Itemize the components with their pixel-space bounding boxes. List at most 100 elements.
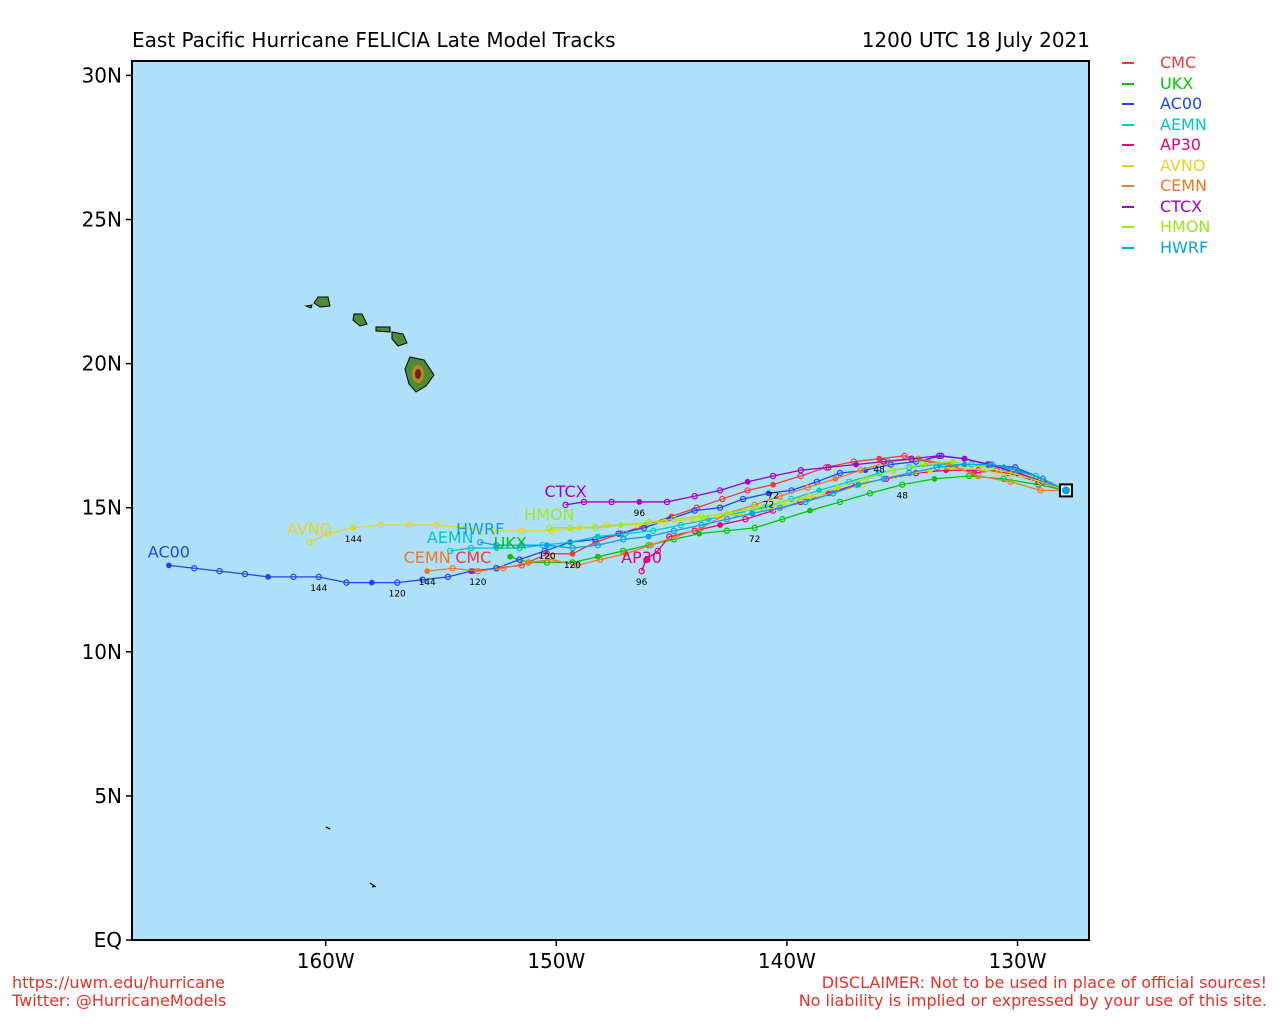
track-line — [480, 463, 1067, 549]
track-end-label: AP30 — [621, 548, 662, 567]
track-line — [549, 460, 1067, 529]
track-point — [816, 487, 823, 494]
track-end-label: CTCX — [544, 482, 586, 501]
track-point — [739, 495, 747, 503]
track-point — [975, 472, 982, 480]
track-point — [477, 539, 484, 546]
track-point — [908, 455, 915, 462]
track-point — [241, 570, 249, 578]
lat-tick-label: EQ — [94, 928, 122, 952]
track-point — [698, 513, 705, 520]
forecast-hour-label: 120 — [564, 561, 581, 571]
lat-tick-label: 25N — [82, 208, 122, 232]
track-point — [619, 536, 627, 543]
track-point — [419, 576, 426, 583]
track-end-label: CMC — [455, 548, 491, 567]
lat-tick-label: 30N — [82, 63, 122, 87]
track-end-label: HMON — [524, 505, 574, 524]
hawaiian-islands — [304, 296, 435, 888]
legend-swatch — [1122, 164, 1134, 167]
track-point — [716, 487, 724, 494]
track-point — [905, 469, 913, 477]
track-point — [216, 567, 223, 575]
track-end-label: CEMN — [404, 548, 451, 567]
track-point — [716, 504, 724, 511]
track-point — [829, 490, 837, 497]
track-point — [544, 542, 550, 549]
track-point — [474, 567, 482, 575]
track-point — [647, 541, 655, 549]
track-point — [779, 498, 786, 506]
track-point — [343, 579, 350, 586]
track-point — [573, 562, 581, 569]
track-point — [901, 452, 908, 460]
footer-twitter[interactable]: Twitter: @HurricaneModels — [12, 991, 227, 1010]
track-point — [717, 522, 723, 528]
track-point — [490, 527, 498, 534]
legend-swatch — [1122, 144, 1134, 147]
track-point — [691, 507, 698, 514]
track-point — [698, 521, 705, 529]
track-point — [1007, 478, 1014, 485]
track-point — [719, 495, 726, 503]
track-line — [168, 455, 1067, 584]
track-point — [315, 573, 322, 581]
model-tracks — [165, 452, 1067, 586]
track-point — [405, 521, 412, 529]
forecast-hour-label: 120 — [538, 552, 555, 562]
footer-url[interactable]: https://uwm.edu/hurricane — [12, 973, 225, 992]
island-maui — [391, 331, 408, 347]
track-point — [834, 484, 841, 491]
track-point — [516, 556, 523, 563]
track-end-label: UKX — [494, 534, 527, 553]
track-point — [765, 490, 772, 497]
track-point — [592, 524, 599, 532]
track-point — [594, 541, 602, 549]
track-point — [518, 562, 525, 569]
track-point — [617, 522, 624, 528]
track-point — [1009, 469, 1017, 477]
island-kauai — [313, 296, 331, 308]
track-point — [961, 455, 968, 462]
track-point — [965, 472, 973, 480]
track-point — [919, 461, 927, 468]
track-point — [467, 544, 475, 552]
track-point — [324, 530, 332, 537]
track-point — [636, 499, 643, 505]
track-point — [832, 475, 839, 482]
ocean-background — [132, 61, 1089, 940]
track-point — [751, 524, 758, 532]
track-point — [889, 467, 897, 474]
legend-item-ukx: UKX — [1122, 74, 1210, 95]
track-point — [866, 490, 874, 497]
atoll-1 — [325, 826, 331, 830]
track-point — [776, 492, 784, 500]
legend-label: HMON — [1160, 217, 1211, 236]
track-point — [622, 530, 629, 537]
track-point — [654, 547, 661, 555]
track-point — [507, 553, 514, 560]
track-point — [562, 501, 569, 509]
mauna-kea-peak — [415, 369, 421, 379]
track-point — [663, 498, 671, 506]
track-point — [836, 469, 844, 477]
track-point — [569, 559, 576, 566]
track-point — [880, 475, 887, 483]
lat-tick-label: 15N — [82, 496, 122, 520]
lat-tick-label: 20N — [82, 352, 122, 376]
forecast-hour-label: 72 — [767, 492, 778, 502]
lat-tick-label: 5N — [94, 784, 122, 808]
lon-tick-label: 130W — [989, 949, 1047, 973]
legend-swatch — [1122, 205, 1134, 208]
storm-position-marker — [1058, 483, 1073, 498]
track-point — [566, 539, 574, 546]
map-frame — [131, 60, 1090, 941]
track-hmon — [546, 458, 1067, 532]
track-point — [1014, 467, 1021, 474]
track-point — [1039, 475, 1047, 483]
track-point — [723, 516, 731, 523]
legend-item-ctcx: CTCX — [1122, 197, 1210, 218]
forecast-hour-label: 48 — [896, 492, 908, 502]
legend-item-hwrf: HWRF — [1122, 238, 1210, 259]
